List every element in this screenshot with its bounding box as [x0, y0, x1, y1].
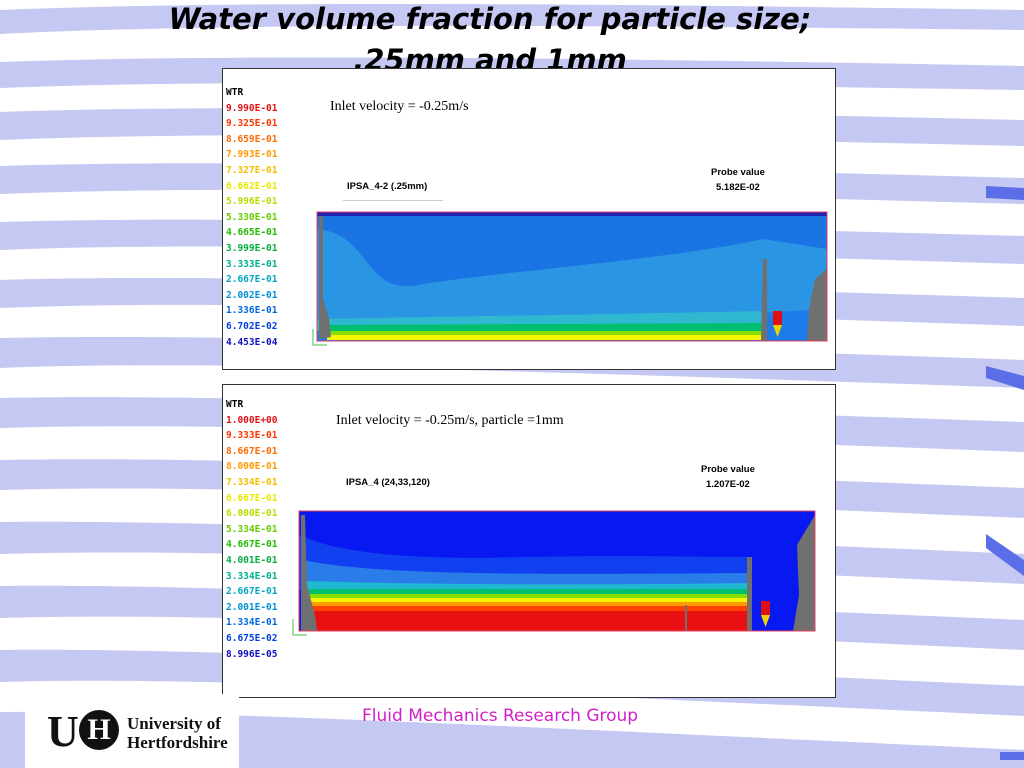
contour-field-1 [312, 211, 828, 346]
legend-entry: 7.993E-01 [226, 149, 278, 161]
legend-2: WTR 1.000E+00 9.333E-01 8.667E-01 8.000E… [226, 397, 277, 662]
legend-entry: 3.333E-01 [226, 258, 278, 270]
legend-entry: 2.001E-01 [226, 601, 278, 613]
logo-initial-h: H [79, 710, 119, 750]
legend-entry: 8.667E-01 [226, 445, 278, 457]
logo-name: University of Hertfordshire [127, 714, 228, 752]
legend-entry: 4.667E-01 [226, 539, 278, 551]
legend-entry: 8.659E-01 [226, 133, 278, 145]
legend-entry: 5.996E-01 [226, 196, 278, 208]
legend-entry: 3.334E-01 [226, 570, 278, 582]
legend-entry: 1.334E-01 [226, 617, 278, 629]
legend-entry: 6.667E-01 [226, 492, 278, 504]
legend-entry: 8.000E-01 [226, 461, 278, 473]
inlet-velocity-note-2: Inlet velocity = -0.25m/s, particle =1mm [336, 413, 564, 428]
legend-entry: 2.002E-01 [226, 289, 278, 301]
legend-entry: 5.334E-01 [226, 523, 278, 535]
legend-entry: 1.000E+00 [226, 414, 278, 426]
legend-entry: 7.327E-01 [226, 164, 278, 176]
legend-entry: 9.333E-01 [226, 430, 278, 442]
contour-panel-1: WTR 9.990E-01 9.325E-01 8.659E-01 7.993E… [222, 68, 836, 370]
case-label-1: IPSA_4-2 (.25mm) [347, 181, 428, 192]
legend-entry: 1.336E-01 [226, 305, 278, 317]
legend-entry: 8.996E-05 [226, 648, 278, 660]
probe-value-2: 1.207E-02 [706, 479, 750, 490]
probe-label-2: Probe value [701, 464, 755, 475]
contour-field-2 [292, 510, 816, 636]
footer-text: Fluid Mechanics Research Group [362, 706, 639, 726]
probe-label-1: Probe value [711, 167, 765, 178]
probe-block-2: Probe value 1.207E-02 [701, 462, 755, 492]
legend-entry: 2.667E-01 [226, 274, 278, 286]
legend-entry: 3.999E-01 [226, 242, 278, 254]
logo-name-line2: Hertfordshire [127, 733, 228, 752]
legend-entry: 9.325E-01 [226, 118, 278, 130]
legend-entry: 5.330E-01 [226, 211, 278, 223]
legend-entry: 6.702E-02 [226, 320, 278, 332]
legend-entry: 7.334E-01 [226, 476, 278, 488]
legend-1: WTR 9.990E-01 9.325E-01 8.659E-01 7.993E… [226, 85, 277, 350]
case-label-2: IPSA_4 (24,33,120) [346, 477, 430, 488]
legend-entry: 2.667E-01 [226, 586, 278, 598]
university-logo: U H University of Hertfordshire [25, 694, 239, 768]
contour-panel-2: WTR 1.000E+00 9.333E-01 8.667E-01 8.000E… [222, 384, 836, 698]
case-underline-1 [343, 200, 443, 201]
legend-entry: 4.001E-01 [226, 554, 278, 566]
legend-entry: 6.000E-01 [226, 508, 278, 520]
legend-entry: 4.453E-04 [226, 336, 278, 348]
probe-block-1: Probe value 5.182E-02 [711, 165, 765, 195]
logo-name-line1: University of [127, 714, 221, 733]
slide-title-line1: Water volume fraction for particle size; [168, 2, 812, 36]
legend-entry: 6.675E-02 [226, 632, 278, 644]
legend-entry: 6.662E-01 [226, 180, 278, 192]
inlet-velocity-note-1: Inlet velocity = -0.25m/s [330, 99, 469, 114]
legend-title-1: WTR [226, 87, 244, 98]
probe-value-1: 5.182E-02 [716, 182, 760, 193]
legend-entry: 4.665E-01 [226, 227, 278, 239]
logo-initial-u: U [47, 707, 79, 756]
legend-entry: 9.990E-01 [226, 102, 278, 114]
legend-title-2: WTR [226, 399, 244, 410]
